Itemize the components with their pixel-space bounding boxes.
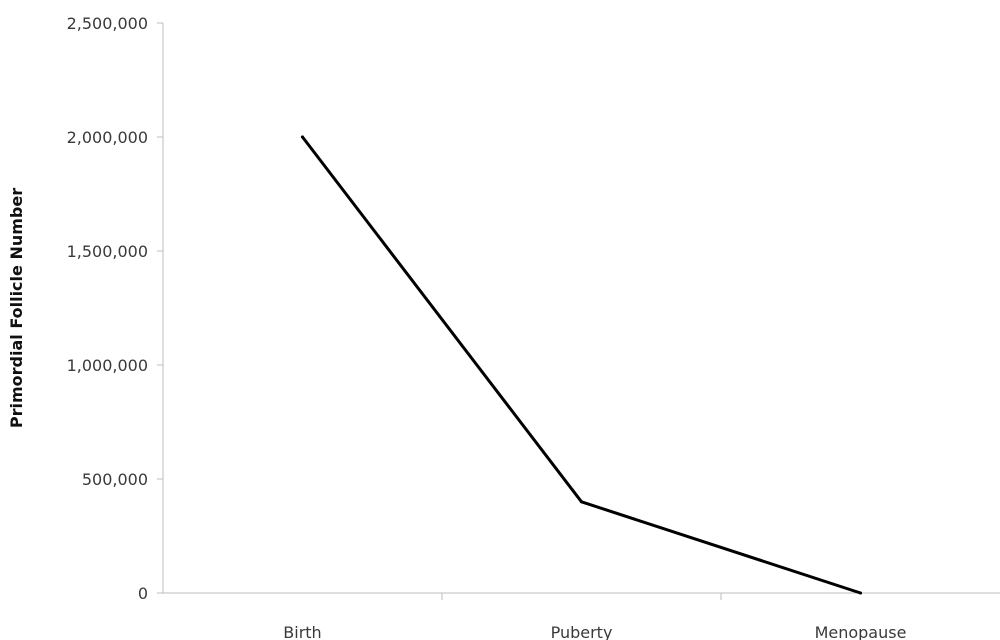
y-axis-title: Primordial Follicle Number xyxy=(7,188,26,428)
y-tick-label: 1,500,000 xyxy=(67,242,148,261)
y-tick-label: 1,000,000 xyxy=(67,356,148,375)
series-line xyxy=(301,135,862,595)
y-tick-label: 2,500,000 xyxy=(67,14,148,33)
data-point xyxy=(580,500,583,504)
data-point xyxy=(301,135,304,139)
data-point xyxy=(859,591,862,595)
y-tick-label: 0 xyxy=(138,584,148,603)
y-tick-label: 2,000,000 xyxy=(67,128,148,147)
x-tick-label: Menopause xyxy=(815,623,907,640)
x-tick-label: Puberty xyxy=(551,623,613,640)
y-tick-label: 500,000 xyxy=(82,470,148,489)
axes xyxy=(162,23,1000,594)
y-axis-ticks: 0 500,000 1,000,000 1,500,000 2,000,000 2,500… xyxy=(67,14,163,603)
x-tick-label: Birth xyxy=(283,623,321,640)
series-layer xyxy=(301,135,862,595)
x-axis-ticks: Birth Puberty Menopause xyxy=(283,593,906,640)
